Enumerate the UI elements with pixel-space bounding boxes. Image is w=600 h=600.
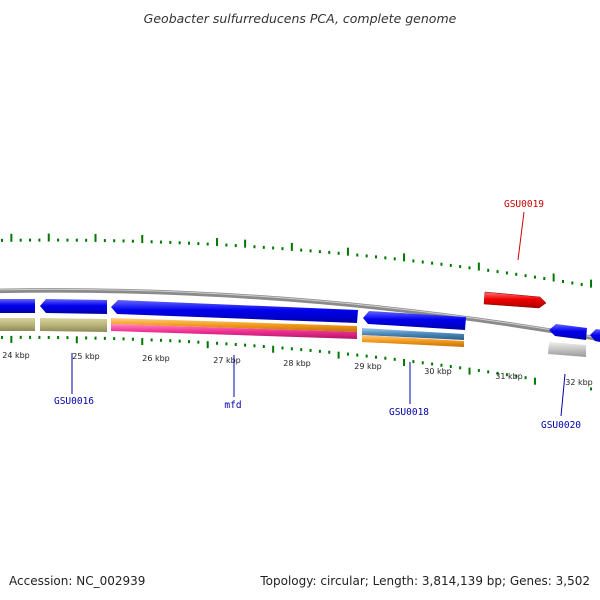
gene-arrow-gsu0016[interactable] [40,299,107,314]
scale-label: 29 kbp [354,362,382,371]
scale-track: 24 kbp 25 kbp 26 kbp 27 kbp 28 kbp 29 kbp 30 k… [2,351,593,387]
genome-backbone-highlight [0,288,600,339]
scale-label: 30 kbp [424,367,452,376]
scale-label: 24 kbp [2,351,30,360]
genome-backbone [0,288,600,342]
gene-arrow-gsu0019[interactable] [483,291,547,309]
grey-feature-bar [548,342,586,357]
orange-feature-bar [362,335,464,347]
gene-label-gsu0019[interactable]: GSU0019 [504,199,544,210]
gene-label-leader [517,211,525,261]
orange-feature-bar [111,318,357,332]
reverse-strand-genes [0,299,600,343]
accession-text: Accession: NC_002939 [9,574,146,588]
steelblue-feature-bar [362,328,464,340]
genome-summary-text: Topology: circular; Length: 3,814,139 bp… [260,574,590,588]
rna-feature-bar [40,318,107,332]
gene-label-gsu0018[interactable]: GSU0018 [389,407,429,418]
scale-label: 32 kbp [565,378,593,387]
gene-arrow-gsu0021[interactable] [590,329,600,343]
gc-content-track [1,233,593,391]
pink-feature-bar [111,324,357,339]
gene-label-mfd[interactable]: mfd [224,400,241,411]
gene-arrow-gsu0015[interactable] [0,299,35,313]
map-title: Geobacter sulfurreducens PCA, complete g… [144,11,457,26]
gene-label-gsu0016[interactable]: GSU0016 [54,396,94,407]
scale-label: 26 kbp [142,354,170,363]
gene-labels: GSU0016 mfd GSU0018 GSU0019 GSU0020 [54,199,581,431]
gene-label-leader [560,373,566,417]
scale-label: 27 kbp [213,356,241,365]
scale-label: 31 kbp [495,372,523,381]
scale-label: 25 kbp [72,352,100,361]
scale-label: 28 kbp [283,359,311,368]
rna-feature-bar [0,318,35,331]
gene-arrow-gsu0018[interactable] [363,311,466,330]
feature-track [0,318,586,357]
gene-arrow-gsu0020[interactable] [549,324,587,340]
gene-arrow-mfd[interactable] [111,300,358,323]
gene-label-gsu0020[interactable]: GSU0020 [541,420,581,431]
